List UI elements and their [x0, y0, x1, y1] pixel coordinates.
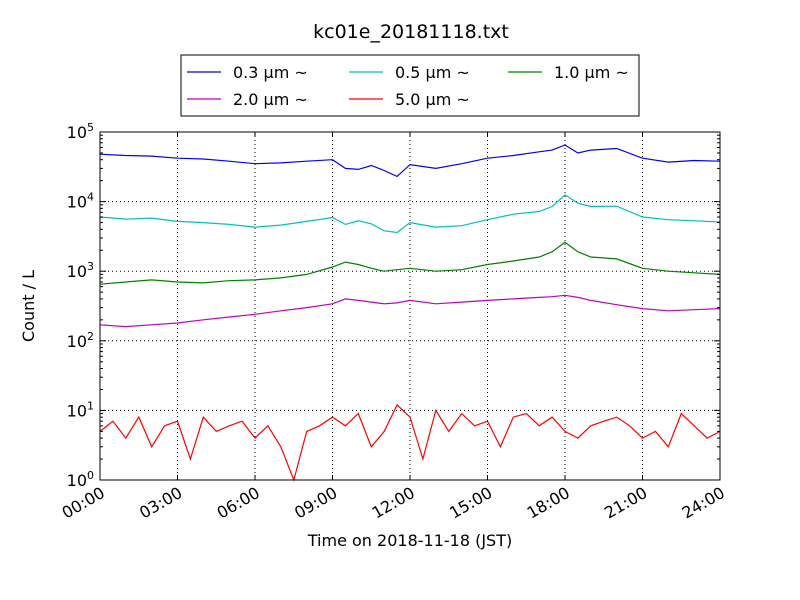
series-line-4: [99, 403, 721, 482]
y-tick-labels: 100 101 102 103 104 105: [67, 121, 94, 490]
series-line-2: [99, 241, 721, 285]
series-line-3: [99, 294, 721, 328]
legend-label-0: 0.3 μm ~: [233, 63, 308, 82]
x-tick-label: 15:00: [446, 483, 495, 523]
series-line-0: [99, 144, 721, 178]
chart-title: kc01e_20181118.txt: [313, 21, 509, 43]
y-tick-label: 105: [67, 121, 94, 142]
x-tick-label: 24:00: [679, 483, 728, 523]
series-layer: [99, 144, 721, 482]
x-tick-label: 21:00: [601, 483, 650, 523]
grid-lines: [100, 132, 720, 480]
y-tick-label: 103: [67, 260, 94, 281]
legend-label-3: 2.0 μm ~: [233, 90, 308, 109]
series-line-1: [99, 194, 721, 234]
legend-label-4: 5.0 μm ~: [395, 90, 470, 109]
x-tick-label: 18:00: [524, 483, 573, 523]
legend-frame: [180, 54, 640, 117]
legend: 0.3 μm ~ 0.5 μm ~ 1.0 μm ~ 2.0 μm ~ 5.0 μm ~: [180, 54, 640, 117]
ticks-layer: [99, 131, 721, 481]
y-tick-label: 102: [67, 330, 94, 351]
x-tick-label: 03:00: [136, 483, 185, 523]
legend-label-2: 1.0 μm ~: [554, 63, 629, 82]
x-tick-label: 09:00: [291, 483, 340, 523]
y-axis-label: Count / L: [19, 270, 38, 342]
y-tick-label: 101: [67, 399, 94, 420]
y-tick-label: 104: [67, 191, 94, 212]
y-tick-label: 100: [67, 469, 94, 490]
x-tick-label: 06:00: [214, 483, 263, 523]
legend-label-1: 0.5 μm ~: [395, 63, 470, 82]
x-tick-label: 12:00: [369, 483, 418, 523]
x-axis-label: Time on 2018-11-18 (JST): [307, 531, 512, 550]
x-tick-labels: 00:00 03:00 06:00 09:00 12:00 15:00 18:00 21:00…: [59, 483, 728, 523]
